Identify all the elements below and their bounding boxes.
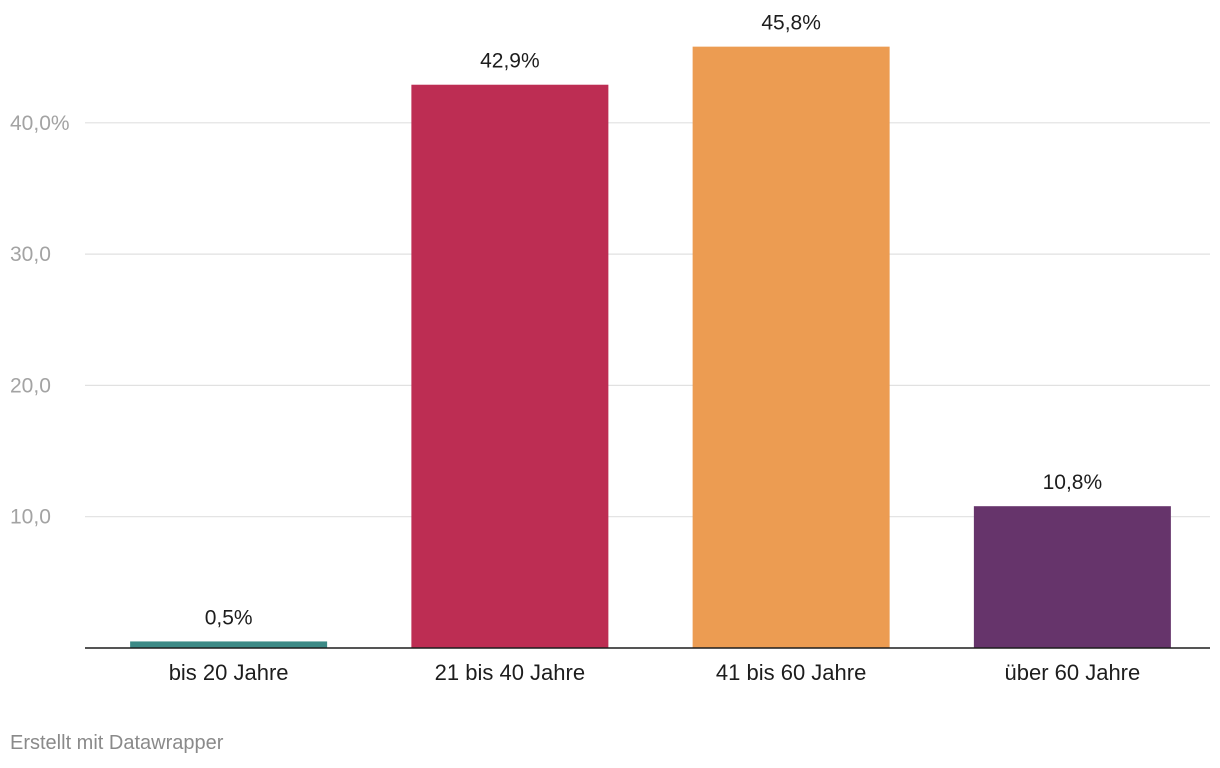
- y-tick-label: 10,0: [10, 506, 51, 529]
- data-label-1: 0,5%: [205, 606, 253, 629]
- data-label-4: 10,8%: [1043, 471, 1103, 494]
- y-tick-label: 30,0: [10, 243, 51, 266]
- bar-chart: 10,0 20,0 30,0 40,0% 0,5% 42,9% 45,8% 10,8% bi…: [10, 12, 1210, 685]
- y-tick-label: 20,0: [10, 374, 51, 397]
- bar-1: [130, 641, 328, 648]
- datawrapper-credit: Erstellt mit Datawrapper: [10, 732, 224, 754]
- bar-2: [411, 84, 609, 648]
- y-tick-label: 40,0%: [10, 112, 70, 135]
- x-tick-label-2: 21 bis 40 Jahre: [435, 660, 585, 685]
- bar-4: [973, 506, 1171, 648]
- x-axis-tick-labels: bis 20 Jahre 21 bis 40 Jahre 41 bis 60 Jah…: [169, 660, 1141, 685]
- data-label-3: 45,8%: [761, 12, 821, 35]
- bar-3: [692, 46, 890, 649]
- data-labels: 0,5% 42,9% 45,8% 10,8%: [205, 12, 1102, 630]
- gridlines: [85, 122, 1210, 518]
- data-label-2: 42,9%: [480, 50, 540, 73]
- x-tick-label-1: bis 20 Jahre: [169, 660, 289, 685]
- bars: [130, 46, 1171, 649]
- y-axis-tick-labels: 10,0 20,0 30,0 40,0%: [10, 112, 70, 529]
- x-tick-label-4: über 60 Jahre: [1004, 660, 1140, 685]
- x-tick-label-3: 41 bis 60 Jahre: [716, 660, 866, 685]
